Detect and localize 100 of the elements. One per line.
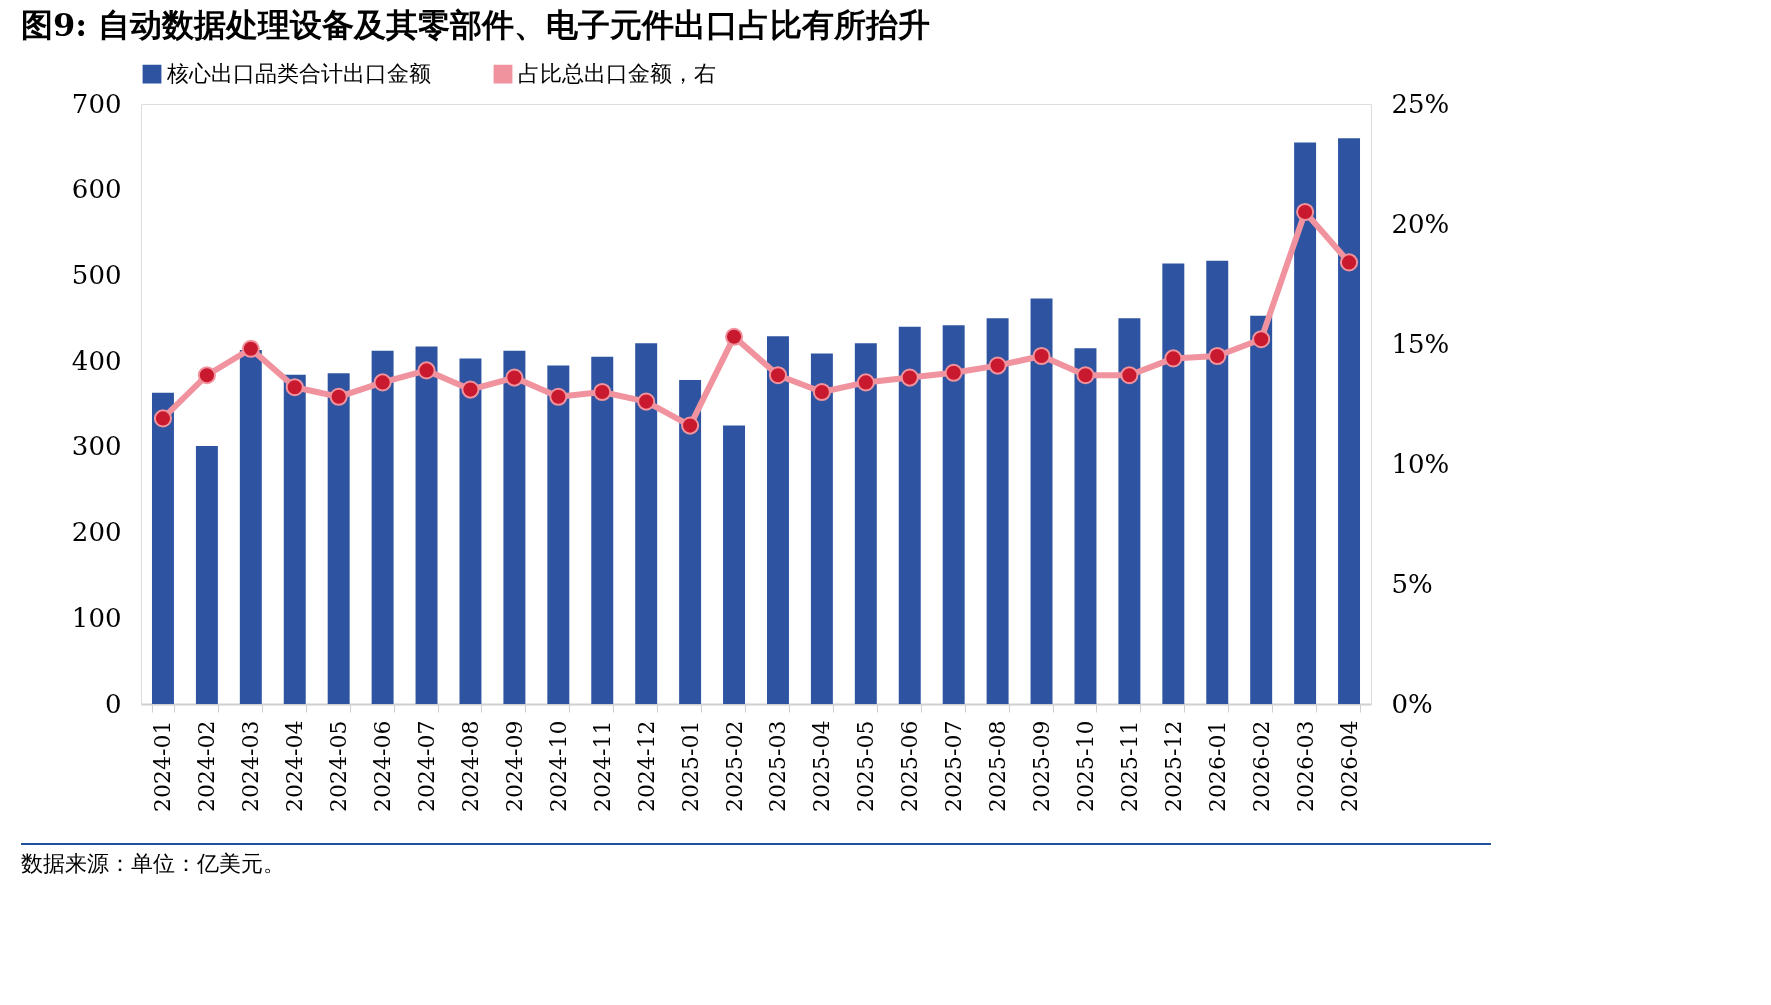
point <box>1296 202 1315 222</box>
point <box>900 368 919 387</box>
bar <box>898 326 921 704</box>
y-tick-label: 200 <box>71 517 122 548</box>
x-tick-label: 2024-03 <box>238 720 264 812</box>
point <box>988 356 1007 375</box>
chart-title: 图9: 自动数据处理设备及其零部件、电子元件出口占比有所抬升 <box>21 6 931 44</box>
x-tick-label: 2025-10 <box>1072 720 1098 812</box>
bar <box>679 380 702 704</box>
legend-label: 占比总出口金额，右 <box>518 61 716 87</box>
bar <box>415 346 438 704</box>
bar <box>283 374 306 704</box>
bar <box>1250 315 1273 704</box>
point <box>1252 330 1271 349</box>
bar <box>1206 260 1229 704</box>
bar <box>591 356 614 704</box>
bar <box>1338 138 1361 704</box>
bar <box>942 325 965 704</box>
x-tick-label: 2025-07 <box>941 720 967 812</box>
y-tick-label: 600 <box>71 174 122 205</box>
y2-tick-label: 20% <box>1391 208 1450 239</box>
x-tick-label: 2024-05 <box>326 720 352 812</box>
y-tick-label: 400 <box>71 345 122 376</box>
y-tick-label: 300 <box>71 431 122 462</box>
x-tick-label: 2025-12 <box>1160 720 1186 812</box>
source-note: 数据来源：单位：亿美元。 <box>21 851 285 876</box>
x-tick-label: 2025-04 <box>809 720 835 812</box>
bar <box>986 318 1009 704</box>
x-tick-label: 2024-11 <box>589 720 615 812</box>
x-tick-label: 2025-05 <box>853 720 879 812</box>
x-tick-label: 2025-02 <box>721 720 747 812</box>
point <box>241 339 260 358</box>
y2-tick-label: 10% <box>1391 448 1450 479</box>
y-tick-label: 100 <box>71 602 122 633</box>
x-tick-label: 2025-03 <box>765 720 791 812</box>
bar <box>239 350 262 704</box>
bar <box>503 350 526 704</box>
point <box>724 327 744 346</box>
x-tick-label: 2026-02 <box>1248 720 1274 812</box>
point <box>856 373 875 392</box>
point <box>417 361 436 380</box>
x-tick-label: 2025-06 <box>897 720 923 812</box>
bar <box>371 350 394 704</box>
point <box>1339 253 1359 272</box>
x-tick-label: 2025-11 <box>1116 720 1142 812</box>
bar <box>1118 318 1141 704</box>
y2-tick-label: 25% <box>1391 88 1450 119</box>
bar <box>635 343 658 704</box>
bar <box>1074 348 1097 704</box>
point <box>1032 346 1051 366</box>
y2-tick-label: 0% <box>1391 688 1433 719</box>
point <box>461 380 480 399</box>
bar <box>195 446 218 704</box>
point <box>812 382 831 402</box>
x-tick-label: 2024-01 <box>150 720 176 812</box>
bar <box>1162 263 1185 704</box>
x-tick-label: 2024-09 <box>501 720 527 812</box>
x-tick-label: 2025-08 <box>985 720 1011 812</box>
bar <box>151 392 174 704</box>
point <box>285 378 304 397</box>
x-tick-label: 2025-09 <box>1029 720 1055 812</box>
point <box>1076 366 1095 385</box>
bar <box>327 373 350 704</box>
point <box>153 409 173 428</box>
point <box>505 368 524 387</box>
point <box>1208 346 1227 366</box>
y2-tick-label: 5% <box>1391 568 1433 599</box>
y-tick-label: 0 <box>104 688 122 719</box>
point <box>549 387 568 406</box>
bar <box>547 365 570 704</box>
point <box>1164 349 1183 368</box>
point <box>329 387 348 406</box>
point <box>373 373 392 392</box>
point <box>1120 366 1139 385</box>
legend-label: 核心出口品类合计出口金额 <box>166 61 431 87</box>
x-tick-label: 2026-04 <box>1336 720 1362 812</box>
y2-tick-label: 15% <box>1391 328 1450 359</box>
x-tick-label: 2025-01 <box>677 720 703 812</box>
point <box>944 363 963 382</box>
bar <box>854 343 877 704</box>
bar <box>810 353 833 704</box>
point <box>681 416 700 435</box>
x-tick-label: 2024-07 <box>414 720 440 812</box>
bar <box>459 358 482 704</box>
x-tick-label: 2026-01 <box>1204 720 1230 812</box>
bar <box>1030 298 1053 704</box>
x-tick-label: 2024-12 <box>633 720 659 812</box>
point <box>593 382 612 402</box>
point <box>197 366 216 385</box>
bar <box>723 425 746 704</box>
y-tick-label: 700 <box>71 88 122 119</box>
y-tick-label: 500 <box>71 259 122 290</box>
bar <box>766 336 789 704</box>
point <box>637 392 656 411</box>
x-tick-label: 2024-02 <box>194 720 220 812</box>
bar <box>1294 142 1317 704</box>
x-tick-label: 2024-04 <box>282 720 308 812</box>
x-tick-label: 2024-10 <box>545 720 571 812</box>
point <box>768 366 788 385</box>
x-tick-label: 2024-06 <box>370 720 396 812</box>
